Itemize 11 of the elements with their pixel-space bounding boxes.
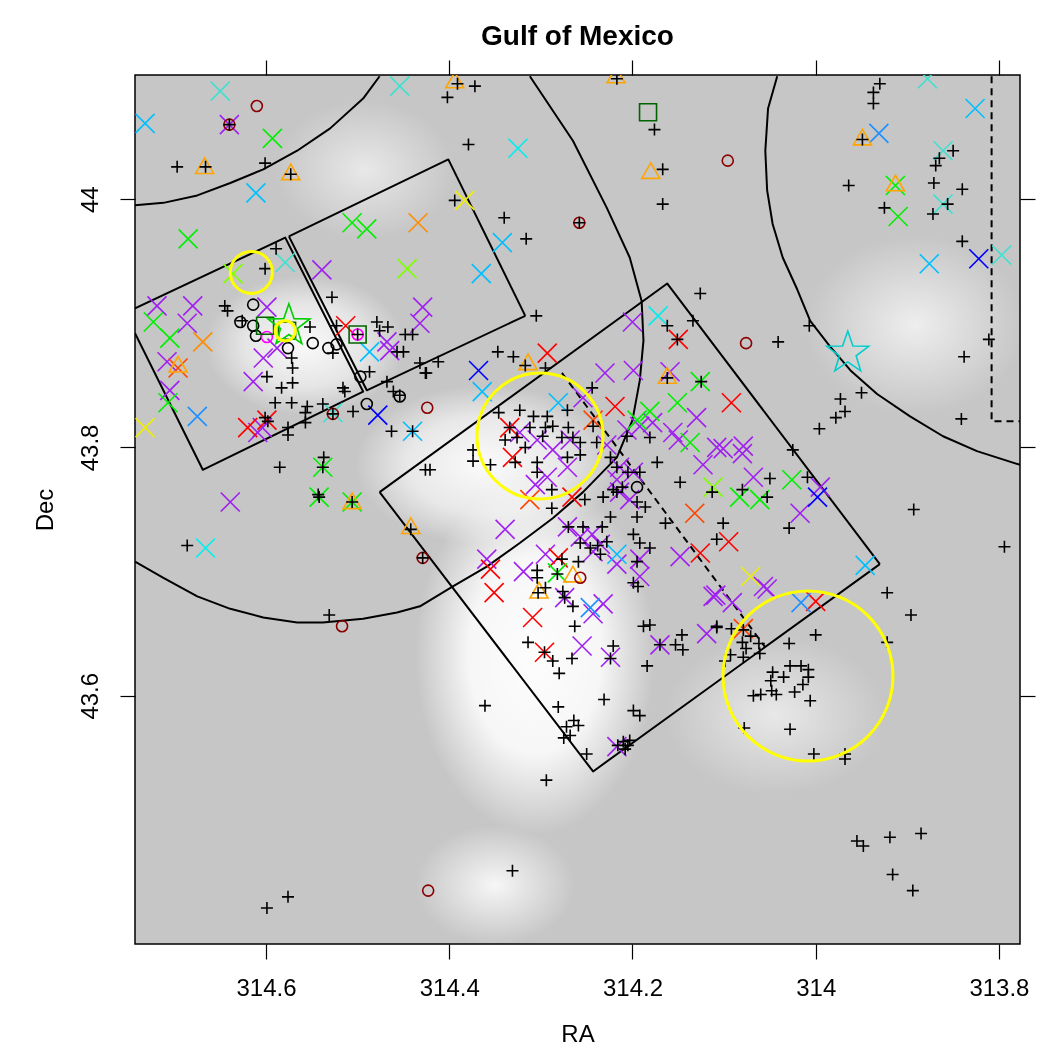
chart-title: Gulf of Mexico xyxy=(481,20,674,52)
y-tick-label: 43.6 xyxy=(75,672,103,720)
x-tick-label: 314.6 xyxy=(236,973,297,1001)
y-tick-label: 44 xyxy=(75,186,103,213)
x-tick-label: 314 xyxy=(796,973,837,1001)
y-tick-label: 43.8 xyxy=(75,424,103,472)
x-tick-label: 313.8 xyxy=(969,973,1030,1001)
y-axis-title: Dec xyxy=(30,488,58,532)
x-axis-title: RA xyxy=(561,1019,595,1047)
x-tick-label: 314.4 xyxy=(419,973,480,1001)
x-tick-label: 314.2 xyxy=(602,973,663,1001)
